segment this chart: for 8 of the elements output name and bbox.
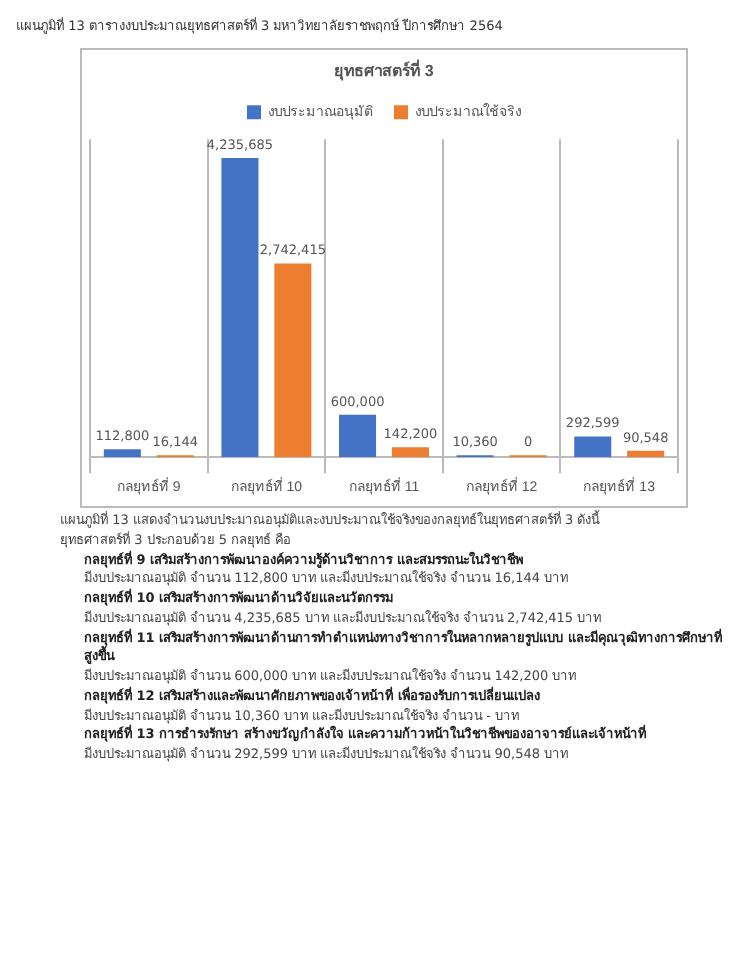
bar	[221, 157, 259, 458]
bar	[339, 414, 377, 458]
chart-title: ยุทธศาสตร์ที่ 3	[334, 58, 435, 83]
bar	[103, 449, 141, 458]
bar	[627, 450, 665, 458]
bar	[274, 263, 312, 458]
bar	[574, 436, 612, 458]
bar	[391, 447, 429, 458]
